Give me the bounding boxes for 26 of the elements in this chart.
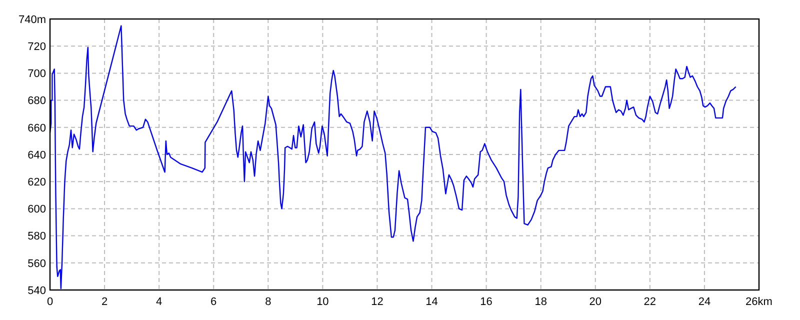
y-tick-label: 680 <box>28 95 46 108</box>
x-tick-label: 16 <box>480 296 492 308</box>
y-tick-label: 560 <box>28 258 46 270</box>
x-tick-label: 26km <box>746 296 772 308</box>
line-series <box>49 25 736 290</box>
x-tick-label: 8 <box>265 296 272 308</box>
x-tick-label: 20 <box>589 296 602 308</box>
y-tick-label: 700 <box>28 68 46 80</box>
x-tick-label: 24 <box>698 296 711 308</box>
x-tick-label: 22 <box>644 296 656 308</box>
y-tick-label: 540 <box>28 284 46 297</box>
x-tick-label: 0 <box>46 296 54 308</box>
y-tick-label: 660 <box>28 122 46 134</box>
x-tick-label: 10 <box>316 296 329 308</box>
x-tick-label: 18 <box>534 296 547 308</box>
x-tick-label: 4 <box>156 296 162 308</box>
y-tick-label: 580 <box>28 230 46 243</box>
y-tick-label: 600 <box>28 204 46 216</box>
x-tick-label: 12 <box>371 296 384 308</box>
x-tick-label: 2 <box>101 296 108 308</box>
y-tick-label: 720 <box>28 40 46 53</box>
y-tick-label: 620 <box>28 176 46 188</box>
x-tick-label: 14 <box>426 296 438 308</box>
y-tick-label: 640 <box>28 149 46 162</box>
y-tick-label: 740m <box>18 14 46 26</box>
x-tick-label: 6 <box>210 296 217 308</box>
